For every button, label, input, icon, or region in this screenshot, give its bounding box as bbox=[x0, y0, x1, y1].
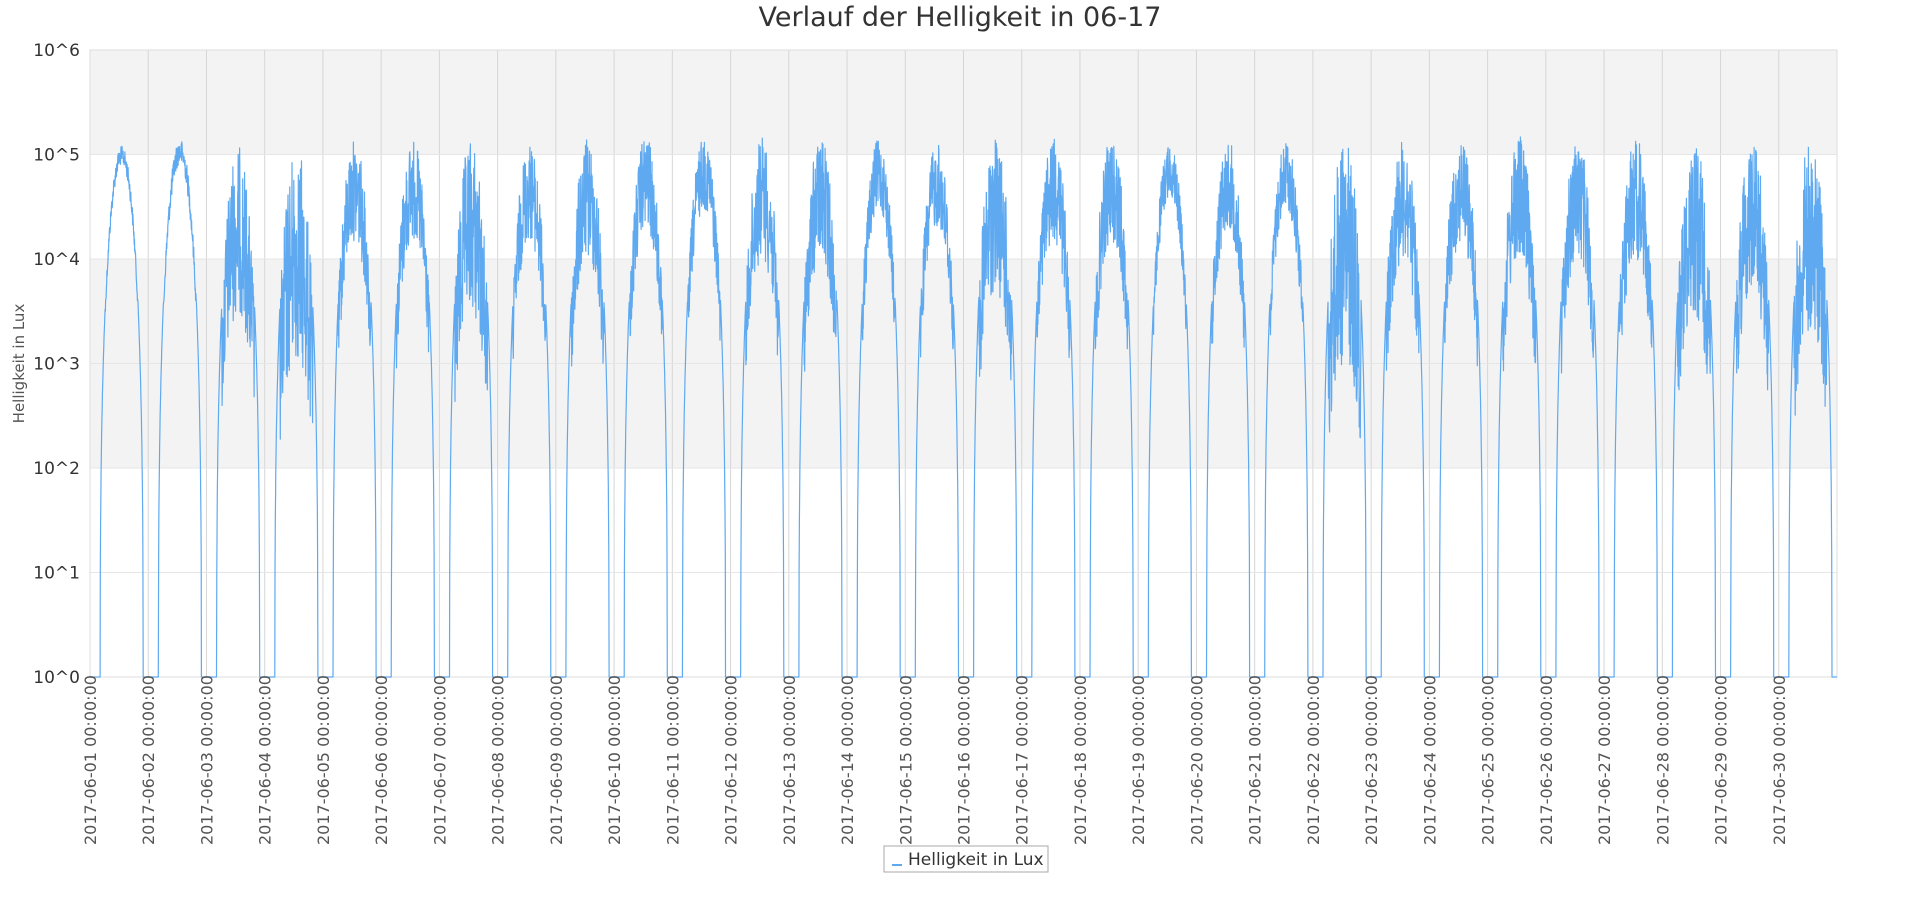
x-tick-label: 2017-06-11 00:00:00 bbox=[663, 675, 682, 845]
x-tick-label: 2017-06-17 00:00:00 bbox=[1013, 675, 1032, 845]
x-tick-label: 2017-06-14 00:00:00 bbox=[838, 675, 857, 845]
y-tick-label: 10^4 bbox=[33, 250, 80, 270]
x-tick-label: 2017-06-25 00:00:00 bbox=[1479, 675, 1498, 845]
legend-box bbox=[883, 845, 1049, 873]
x-tick-label: 2017-06-08 00:00:00 bbox=[489, 675, 508, 845]
x-tick-label: 2017-06-10 00:00:00 bbox=[605, 675, 624, 845]
y-axis-ticks: 10^0 10^1 10^2 10^3 10^4 10^5 10^6 bbox=[33, 41, 80, 688]
y-axis-label: Helligkeit in Lux bbox=[10, 304, 28, 424]
x-tick-label: 2017-06-30 00:00:00 bbox=[1770, 675, 1789, 845]
x-tick-label: 2017-06-12 00:00:00 bbox=[722, 675, 741, 845]
x-tick-label: 2017-06-03 00:00:00 bbox=[197, 675, 216, 845]
x-tick-label: 2017-06-07 00:00:00 bbox=[430, 675, 449, 845]
y-tick-label: 10^2 bbox=[33, 459, 80, 479]
x-tick-label: 2017-06-01 00:00:00 bbox=[81, 675, 100, 845]
x-tick-label: 2017-06-21 00:00:00 bbox=[1246, 675, 1265, 845]
x-tick-label: 2017-06-09 00:00:00 bbox=[547, 675, 566, 845]
x-tick-label: 2017-06-20 00:00:00 bbox=[1187, 675, 1206, 845]
x-tick-label: 2017-06-24 00:00:00 bbox=[1420, 675, 1439, 845]
x-tick-label: 2017-06-29 00:00:00 bbox=[1712, 675, 1731, 845]
legend-item-label: Helligkeit in Lux bbox=[908, 850, 1044, 870]
legend[interactable]: Helligkeit in Lux bbox=[883, 845, 1049, 873]
y-tick-label: 10^6 bbox=[33, 41, 80, 61]
x-tick-label: 2017-06-15 00:00:00 bbox=[896, 675, 915, 845]
x-tick-label: 2017-06-22 00:00:00 bbox=[1304, 675, 1323, 845]
y-tick-label: 10^0 bbox=[33, 668, 80, 688]
series-line-helligkeit bbox=[89, 136, 1838, 678]
x-tick-label: 2017-06-19 00:00:00 bbox=[1129, 675, 1148, 845]
x-tick-label: 2017-06-26 00:00:00 bbox=[1537, 675, 1556, 845]
x-tick-label: 2017-06-18 00:00:00 bbox=[1071, 675, 1090, 845]
series-layer bbox=[89, 136, 1838, 678]
x-tick-label: 2017-06-23 00:00:00 bbox=[1362, 675, 1381, 845]
x-tick-label: 2017-06-28 00:00:00 bbox=[1653, 675, 1672, 845]
x-tick-label: 2017-06-27 00:00:00 bbox=[1595, 675, 1614, 845]
y-tick-label: 10^5 bbox=[33, 146, 80, 166]
x-tick-label: 2017-06-02 00:00:00 bbox=[139, 675, 158, 845]
y-tick-label: 10^3 bbox=[33, 355, 80, 375]
chart-title: Verlauf der Helligkeit in 06-17 bbox=[759, 2, 1162, 33]
x-tick-label: 2017-06-13 00:00:00 bbox=[780, 675, 799, 845]
x-tick-label: 2017-06-05 00:00:00 bbox=[314, 675, 333, 845]
x-tick-label: 2017-06-16 00:00:00 bbox=[955, 675, 974, 845]
y-tick-label: 10^1 bbox=[33, 564, 80, 584]
x-axis-ticks: 2017-06-01 00:00:00 2017-06-02 00:00:00 20… bbox=[81, 675, 1789, 845]
x-tick-label: 2017-06-06 00:00:00 bbox=[372, 675, 391, 845]
x-tick-label: 2017-06-04 00:00:00 bbox=[256, 675, 275, 845]
